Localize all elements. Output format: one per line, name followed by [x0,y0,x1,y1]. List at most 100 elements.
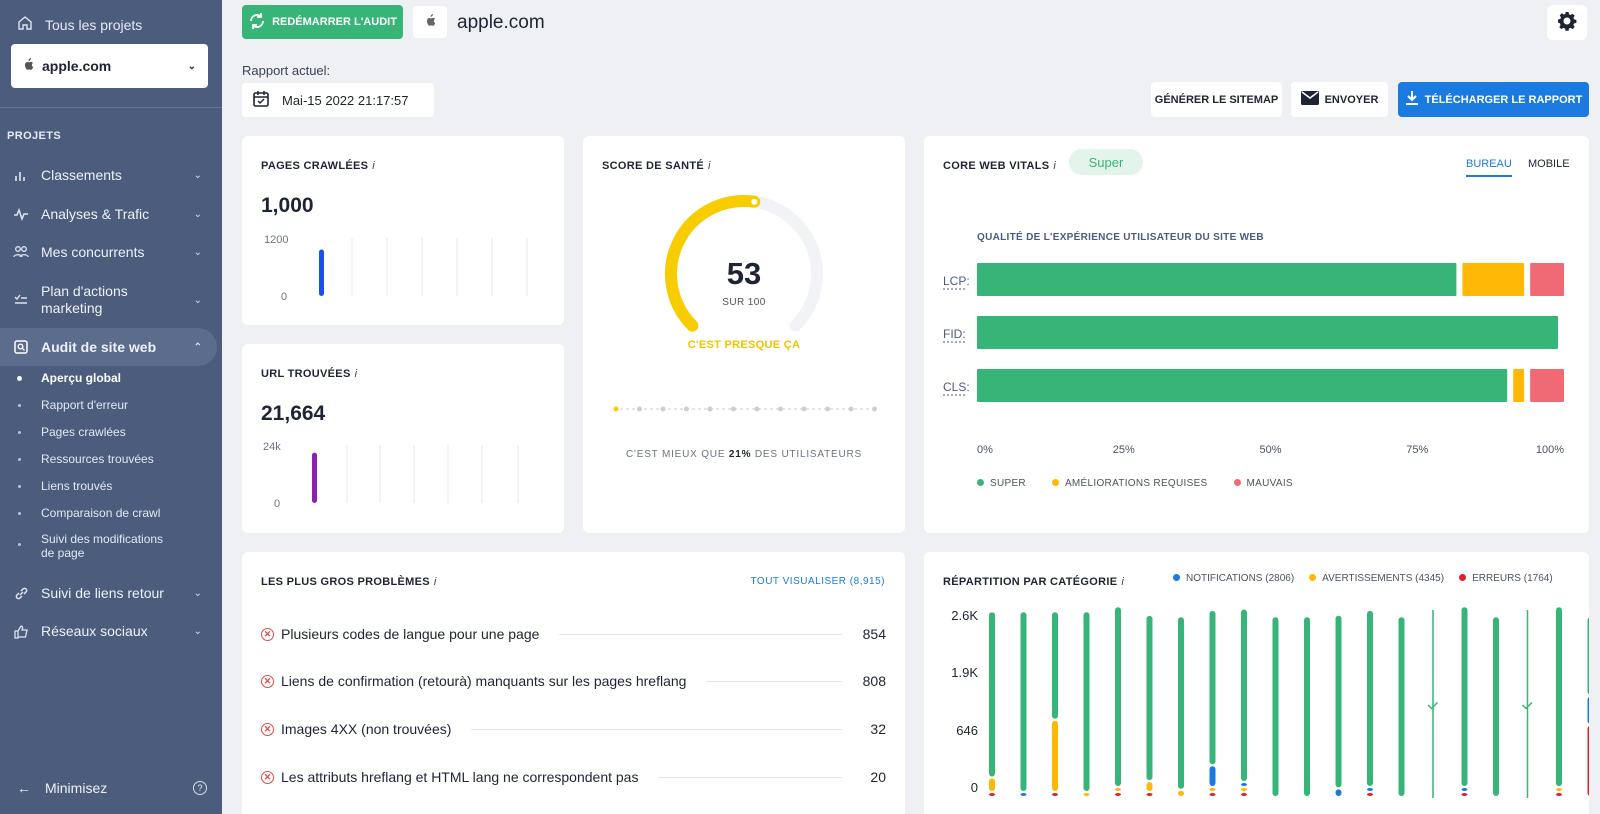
pages-crawled-value: 1,000 [261,194,314,217]
sidebar-item-analyses[interactable]: Analyses & Trafic ⌄ [0,202,222,226]
card-title: CORE WEB VITALS i [943,160,1057,172]
subitem-pages-crawlees[interactable]: Pages crawlées [18,425,126,439]
project-select[interactable]: apple.com ⌄ [11,44,208,88]
sidebar-item-audit[interactable]: Audit de site web ⌃ [0,328,217,366]
core-web-vitals-card: CORE WEB VITALS i Super BUREAU MOBILE QUA… [924,136,1589,533]
category-bar-segment [1146,615,1153,781]
arrow-left-icon: ← [17,780,31,796]
refresh-icon [248,12,266,33]
minimize-button[interactable]: ← Minimisez ? [17,780,207,796]
minimize-label: Minimisez [45,780,108,796]
progress-dot [778,406,783,412]
send-button[interactable]: ENVOYER [1291,82,1388,117]
category-bar-segment [1587,697,1589,724]
cwv-x-tick: 0% [977,444,993,456]
subitem-rapport-erreur[interactable]: Rapport d'erreur [18,398,128,412]
thumbs-up-icon [12,622,30,640]
category-bar-segment [1115,607,1121,786]
cwv-bar-segment [977,263,1457,296]
pulse-icon [12,205,30,223]
subitem-suivi-modifications[interactable]: Suivi des modifications de page [18,532,171,560]
subitem-ressources[interactable]: Ressources trouvées [18,452,154,466]
y-min-label: 0 [274,498,281,510]
card-title: PAGES CRAWLÉES i [261,160,376,172]
generate-sitemap-button[interactable]: GÉNÉRER LE SITEMAP [1151,82,1282,117]
check-icon [1521,701,1533,710]
sidebar-item-plan-actions[interactable]: Plan d'actions marketing ⌄ [0,282,222,318]
legend-super: SUPER [977,478,1026,489]
restart-audit-button[interactable]: REDÉMARRER L'AUDIT [242,5,403,39]
category-bar-segment [1587,617,1589,695]
info-icon[interactable]: i [372,160,376,172]
users-icon [12,243,30,261]
subitem-apercu-global[interactable]: Aperçu global [17,371,121,385]
category-bar-segment [989,612,995,777]
progress-dot [825,406,830,412]
report-date-picker[interactable]: Mai-15 2022 21:17:57 [242,83,434,117]
cwv-bar-segment [977,369,1508,402]
sidebar-item-liens-retour[interactable]: Suivi de liens retour ⌄ [0,581,222,605]
info-icon[interactable]: i [1053,160,1057,172]
category-bar-segment [1461,788,1468,791]
send-label: ENVOYER [1324,93,1379,106]
all-projects-link[interactable]: Tous les projets [0,0,222,34]
sidebar-item-concurrents[interactable]: Mes concurrents ⌄ [0,240,222,264]
chevron-up-icon: ⌃ [193,341,202,353]
sidebar-item-label: Classements [41,167,122,183]
sidebar-item-reseaux-sociaux[interactable]: Réseaux sociaux ⌄ [0,619,222,643]
progress-dot [684,406,689,412]
view-all-link[interactable]: TOUT VISUALISER (8,915) [750,576,885,587]
sidebar-item-label: Suivi de liens retour [41,585,164,601]
sidebar-item-label: Audit de site web [41,339,157,355]
subitem-liens-trouves[interactable]: Liens trouvés [18,479,112,493]
problem-row[interactable]: ✕ Images 4XX (non trouvées) 32 [261,719,886,739]
problem-row[interactable]: ✕ Les attributs hreflang et HTML lang ne … [261,767,886,787]
category-bar-segment [1367,793,1373,796]
error-icon: ✕ [261,770,274,784]
sidebar-item-classements[interactable]: Classements ⌄ [0,163,222,187]
all-projects-label: Tous les projets [45,16,143,33]
urls-found-value: 21,664 [261,402,326,425]
info-icon[interactable]: i [708,160,711,172]
tab-mobile[interactable]: MOBILE [1528,158,1570,170]
settings-button[interactable] [1547,5,1587,40]
progress-dot [801,406,807,412]
download-report-button[interactable]: TÉLÉCHARGER LE RAPPORT [1398,82,1589,117]
chevron-down-icon: ⌄ [193,169,202,181]
audit-icon [12,338,30,356]
chevron-down-icon: ⌄ [193,587,202,599]
cwv-legend: SUPER AMÉLIORATIONS REQUISES MAUVAIS [977,478,1293,489]
subitem-comparaison[interactable]: Comparaison de crawl [18,506,160,520]
sidebar-item-label: Analyses & Trafic [41,206,150,222]
apple-icon [23,58,34,74]
legend-poor: MAUVAIS [1233,478,1293,489]
info-icon[interactable]: i [1121,576,1125,588]
chevron-down-icon: ⌄ [193,246,202,258]
progress-dot [848,406,854,412]
apple-icon [425,14,436,30]
progress-dot [731,406,736,412]
category-bar-segment [1461,793,1468,796]
tab-desktop[interactable]: BUREAU [1466,158,1512,177]
cwv-x-tick: 50% [1259,444,1281,456]
site-favicon [413,6,447,38]
gauge-fill [665,195,761,332]
sidebar-item-label: Plan d'actions marketing [41,283,128,316]
urls-found-sparkline [312,445,519,503]
card-title: LES PLUS GROS PROBLÈMES i [261,576,437,588]
progress-dot [872,406,877,412]
restart-audit-label: REDÉMARRER L'AUDIT [272,16,397,28]
section-label: PROJETS [7,130,62,142]
info-icon[interactable]: i [354,368,358,380]
category-bar-segment [1083,612,1090,791]
health-score-out-of: SUR 100 [722,297,766,308]
problem-row[interactable]: ✕ Liens de confirmation (retourà) manquan… [261,671,886,691]
legend-improvements: AMÉLIORATIONS REQUISES [1051,478,1208,489]
info-icon[interactable]: i [433,576,437,588]
legend-notifications: NOTIFICATIONS (2806) [1173,573,1294,584]
category-bar-segment [1209,610,1216,765]
help-icon[interactable]: ? [193,781,207,795]
problem-row[interactable]: ✕ Plusieurs codes de langue pour une page… [261,624,886,644]
health-status: C'EST PRESQUE ÇA [687,339,801,351]
progress-dot [613,406,619,412]
